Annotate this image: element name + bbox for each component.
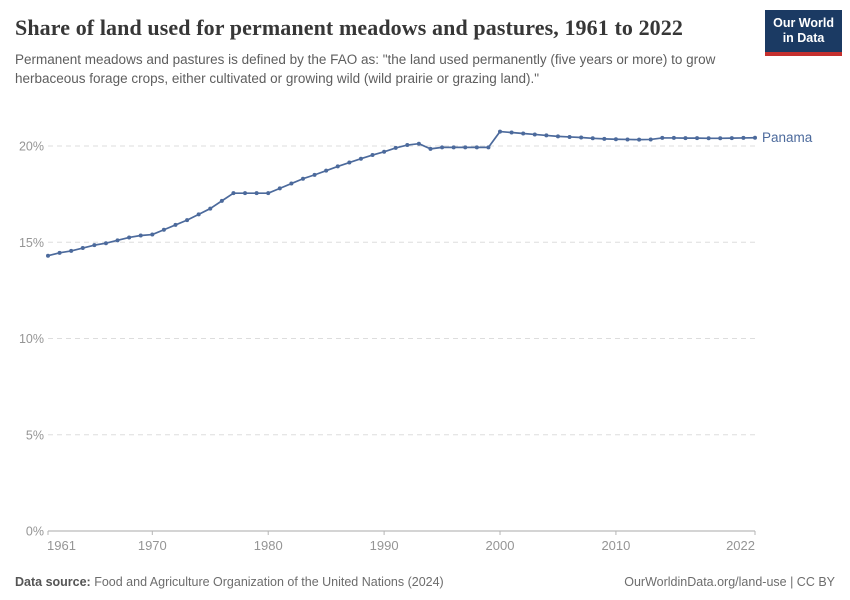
chart-subtitle: Permanent meadows and pastures is define… (15, 52, 716, 87)
data-point (451, 145, 456, 150)
y-tick-label: 5% (26, 428, 44, 442)
x-tick-label: 2000 (486, 538, 515, 553)
owid-logo-line2: in Data (782, 31, 825, 46)
data-point (80, 246, 85, 251)
data-point (208, 206, 213, 211)
data-source-label: Data source: (15, 575, 91, 589)
data-point (103, 241, 108, 246)
data-point (69, 248, 74, 253)
data-point (416, 141, 421, 146)
data-point (428, 146, 433, 151)
data-point (231, 191, 236, 196)
page-title: Share of land used for permanent meadows… (15, 15, 683, 40)
data-point (729, 136, 734, 141)
x-tick-label: 1990 (370, 538, 399, 553)
data-point (393, 145, 398, 150)
data-point (613, 137, 618, 142)
x-tick-label: 1980 (254, 538, 283, 553)
data-point (254, 191, 259, 196)
data-point (370, 153, 375, 158)
y-tick-label: 0% (26, 525, 44, 539)
data-point (161, 227, 166, 232)
series-label: Panama (762, 130, 813, 145)
data-point (579, 135, 584, 140)
data-point (660, 135, 665, 140)
data-point (718, 136, 723, 141)
data-point (115, 238, 120, 243)
data-point (347, 160, 352, 165)
data-point (277, 186, 282, 191)
chart-footer: Data source: Food and Agriculture Organi… (15, 575, 835, 589)
data-source-value: Food and Agriculture Organization of the… (90, 575, 444, 589)
x-axis: 1961 1970 1980 1990 2000 2010 2022 (47, 531, 756, 553)
data-point (358, 156, 363, 161)
data-point (185, 218, 190, 223)
data-point (266, 191, 271, 196)
x-tick-label: 2010 (601, 538, 630, 553)
y-gridlines: 0% 5% 10% 15% 20% (19, 140, 755, 539)
data-point (625, 137, 630, 142)
data-point (567, 134, 572, 139)
data-point (648, 137, 653, 142)
data-source: Data source: Food and Agriculture Organi… (15, 575, 444, 589)
data-point (486, 145, 491, 150)
data-point (173, 222, 178, 227)
data-point (706, 136, 711, 141)
data-point (602, 136, 607, 141)
x-tick-label: 1970 (138, 538, 167, 553)
x-tick-label: 2022 (726, 538, 755, 553)
chart-area: 0% 5% 10% 15% 20% 1961 1970 1980 1990 2000 2010 202… (0, 112, 850, 560)
y-tick-label: 15% (19, 236, 44, 250)
data-point (324, 168, 329, 173)
data-point (92, 243, 97, 248)
owid-logo-line1: Our World (773, 16, 834, 30)
y-tick-label: 10% (19, 332, 44, 346)
data-point (289, 181, 294, 186)
data-point (440, 145, 445, 150)
data-point (671, 135, 676, 140)
data-point (138, 233, 143, 238)
data-line (47, 130, 756, 257)
data-point (57, 250, 62, 255)
data-point (474, 145, 479, 150)
chart-header: Share of land used for permanent meadows… (15, 10, 842, 89)
data-point (521, 131, 526, 136)
data-point (695, 136, 700, 141)
data-point (509, 130, 514, 135)
data-point (590, 136, 595, 141)
data-point (312, 172, 317, 177)
attribution: OurWorldinData.org/land-use | CC BY (624, 575, 835, 589)
data-point (532, 132, 537, 137)
data-point (46, 253, 50, 258)
data-point (405, 143, 410, 148)
data-point (300, 176, 305, 181)
y-tick-label: 20% (19, 140, 44, 154)
owid-logo: Our World in Data (765, 10, 842, 56)
data-point (463, 145, 468, 150)
data-point (683, 136, 688, 141)
data-point (498, 129, 503, 134)
x-tick-label: 1961 (47, 538, 76, 553)
data-point (219, 198, 224, 203)
data-point (382, 149, 387, 154)
data-point (243, 191, 248, 196)
data-point (150, 232, 155, 237)
data-point (335, 164, 340, 169)
data-point (753, 135, 757, 140)
data-points (46, 129, 757, 258)
data-point (544, 133, 549, 138)
chart-svg: 0% 5% 10% 15% 20% 1961 1970 1980 1990 2000 2010 202… (19, 129, 813, 553)
data-point (127, 235, 132, 240)
data-point (637, 137, 642, 142)
data-point (741, 135, 746, 140)
data-point (196, 212, 201, 217)
data-point (555, 134, 560, 139)
